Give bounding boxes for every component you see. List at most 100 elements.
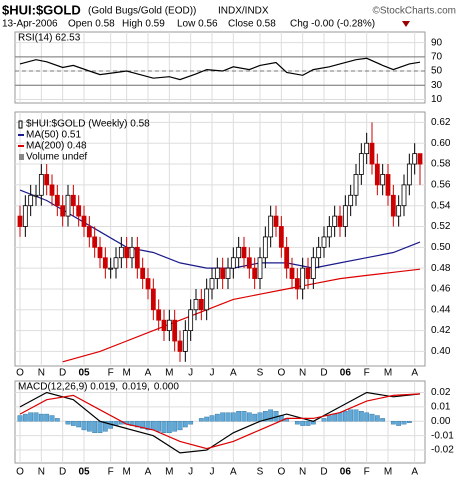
histogram-bar	[300, 421, 306, 426]
histogram-bar	[262, 411, 268, 422]
histogram-bar	[396, 421, 402, 426]
candle-body	[353, 174, 359, 196]
x-tick-label: J	[210, 467, 215, 478]
histogram-bar	[321, 418, 327, 422]
x-tick-label: O	[277, 368, 285, 379]
histogram-bar	[294, 421, 300, 425]
x-tick-label: M	[384, 467, 392, 478]
candle-body	[172, 319, 178, 342]
low: Low 0.56	[177, 19, 218, 30]
series-line	[19, 391, 421, 454]
legend-label: MACD(12,26,9) 0.019,	[18, 382, 118, 393]
candle-body	[401, 184, 407, 207]
symbol: $HUI:$GOLD	[2, 2, 81, 17]
candle-body	[332, 215, 338, 227]
histogram-bar	[161, 421, 167, 433]
down-arrow	[402, 21, 410, 27]
candle-body	[188, 309, 194, 332]
candle-body	[257, 257, 263, 279]
candle-body	[342, 205, 348, 227]
histogram-bar	[332, 413, 338, 422]
histogram-bar	[348, 409, 354, 422]
candle-body	[316, 246, 322, 259]
candle-body	[406, 163, 412, 186]
candle-body	[241, 246, 247, 259]
legend-icon	[19, 154, 24, 160]
histogram-bar	[172, 421, 178, 432]
candle-body	[326, 226, 332, 238]
y-tick-label: 0.42	[431, 325, 451, 336]
x-tick-label: M	[122, 467, 130, 478]
y-tick-label: 10	[431, 94, 443, 105]
histogram-bar	[241, 411, 247, 422]
candle-body	[310, 257, 316, 279]
candle-body	[289, 267, 295, 279]
histogram-bar	[209, 415, 215, 422]
candle-body	[17, 215, 23, 227]
candle-body	[166, 319, 172, 332]
y-tick-label: 50	[431, 66, 443, 77]
plot-area	[17, 391, 421, 454]
histogram-bar	[38, 413, 44, 422]
y-tick-label: 30	[431, 80, 443, 91]
histogram-bar	[145, 421, 151, 431]
histogram-bar	[236, 411, 242, 422]
histogram-bar	[225, 412, 231, 422]
candle-body	[198, 298, 204, 311]
candle-body	[129, 246, 135, 259]
candle-body	[294, 278, 300, 290]
histogram-bar	[28, 412, 34, 422]
series-line	[19, 393, 421, 450]
histogram-bar	[246, 412, 252, 422]
histogram-bar	[230, 412, 236, 422]
histogram-bar	[401, 421, 407, 425]
legend-label: Volume undef	[26, 152, 87, 163]
y-tick-label: -0.02	[431, 445, 454, 456]
y-tick-label: -0.01	[431, 430, 454, 441]
legend-label: MA(50) 0.51	[26, 130, 81, 141]
histogram-bar	[92, 421, 98, 433]
candle-body	[118, 246, 124, 259]
x-tick-label: N	[299, 467, 306, 478]
series-line	[19, 189, 421, 269]
x-tick-label: J	[188, 368, 193, 379]
candle-body	[278, 226, 284, 248]
histogram-bar	[214, 413, 220, 422]
candle-body	[113, 257, 119, 269]
x-tick-label: 05	[78, 467, 90, 478]
candle-body	[140, 267, 146, 279]
plot-area	[15, 56, 425, 86]
source: ©StockCharts.com	[372, 6, 456, 17]
panel	[14, 111, 426, 367]
histogram-bar	[358, 411, 364, 422]
candle-body	[364, 142, 370, 155]
histogram-bar	[337, 412, 343, 422]
histogram-bar	[166, 421, 172, 433]
candle-body	[236, 246, 242, 259]
candle-body	[300, 267, 306, 290]
histogram-bar	[44, 413, 50, 422]
histogram-bar	[54, 418, 60, 422]
x-tick-label: D	[59, 368, 66, 379]
x-tick-label: D	[320, 368, 327, 379]
candle-body	[102, 257, 108, 269]
x-tick-label: 06	[340, 467, 352, 478]
y-tick-label: 0.60	[431, 138, 451, 149]
histogram-bar	[204, 416, 210, 422]
y-tick-label: 0.02	[431, 387, 451, 398]
legend-icon	[18, 120, 23, 129]
date: 13-Apr-2006	[2, 19, 58, 30]
x-tick-label: A	[411, 467, 418, 478]
y-tick-label: 0.40	[431, 346, 451, 357]
histogram-bar	[406, 421, 412, 423]
histogram-bar	[102, 421, 108, 432]
y-tick-label: 0.46	[431, 284, 451, 295]
x-tick-label: 06	[340, 368, 352, 379]
x-tick-label: N	[299, 368, 306, 379]
y-tick-label: 0.48	[431, 263, 451, 274]
x-tick-label: M	[122, 368, 130, 379]
y-tick-label: 0.44	[431, 304, 451, 315]
candle-body	[246, 257, 252, 269]
x-tick-label: D	[59, 467, 66, 478]
legend-label: 0.000	[154, 382, 179, 393]
